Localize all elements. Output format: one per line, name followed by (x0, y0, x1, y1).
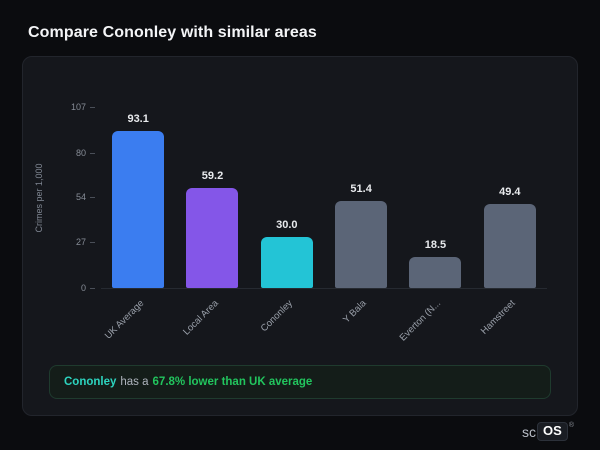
bar-value-label: 30.0 (276, 219, 298, 232)
bar-slot: 59.2 Local Area (175, 107, 249, 338)
x-axis-label: Cononley (258, 298, 295, 335)
bar-hamstreet[interactable] (483, 204, 536, 288)
bar-cononley[interactable] (260, 237, 313, 288)
bar-slot: 51.4 Y Bala (324, 107, 398, 325)
bar-value-label: 49.4 (499, 186, 521, 199)
comparison-callout: Cononley has a 67.8% lower than UK avera… (49, 365, 551, 399)
x-axis-label: Local Area (180, 298, 221, 338)
y-tick-label: 54 (76, 192, 95, 202)
x-axis-label: UK Average (102, 298, 146, 342)
x-axis-label: Everton (N... (397, 298, 444, 344)
bar-value-label: 59.2 (201, 169, 224, 182)
bar-slot: 93.1 UK Average (101, 107, 175, 342)
callout-middle-text: has a (120, 376, 149, 388)
bar-slot: 49.4 Hamstreet (473, 107, 547, 337)
bars-container: 93.1 UK Average 59.2 Local Area 30.0 Cononley… (101, 107, 547, 343)
y-tick-label: 0 (81, 283, 95, 293)
y-tick-label: 80 (76, 148, 95, 158)
page-title: Compare Cononley with similar areas (28, 24, 317, 41)
registered-mark-icon: ® (568, 422, 574, 429)
x-axis-label: Y Bala (341, 298, 369, 326)
chart-card: Crimes per 1,000 93.1 UK Average 59.2 Local… (22, 56, 578, 416)
bar-uk-average[interactable] (112, 130, 165, 288)
bar-slot: 30.0 Cononley (250, 107, 324, 334)
x-axis-label: Hamstreet (478, 298, 518, 337)
brand-logo: sc OS ® (0, 422, 574, 441)
bar-value-label: 93.1 (127, 112, 149, 125)
y-tick-label: 107 (71, 102, 95, 112)
y-axis-title: Crimes per 1,000 (34, 162, 44, 233)
bar-y-bala[interactable] (335, 201, 388, 288)
bar-value-label: 18.5 (424, 238, 447, 251)
callout-area-name: Cononley (64, 376, 117, 388)
logo-prefix-text: sc (522, 423, 537, 440)
logo-suffix-box: OS (537, 422, 568, 441)
callout-highlight-text: 67.8% lower than UK average (152, 376, 313, 388)
bar-everton-n[interactable] (409, 256, 462, 288)
bar-value-label: 51.4 (350, 183, 372, 196)
bar-local-area[interactable] (186, 187, 239, 288)
bar-slot: 18.5 Everton (N... (398, 107, 472, 343)
y-tick-label: 27 (76, 237, 95, 247)
plot-area: Crimes per 1,000 93.1 UK Average 59.2 Local… (34, 102, 547, 343)
